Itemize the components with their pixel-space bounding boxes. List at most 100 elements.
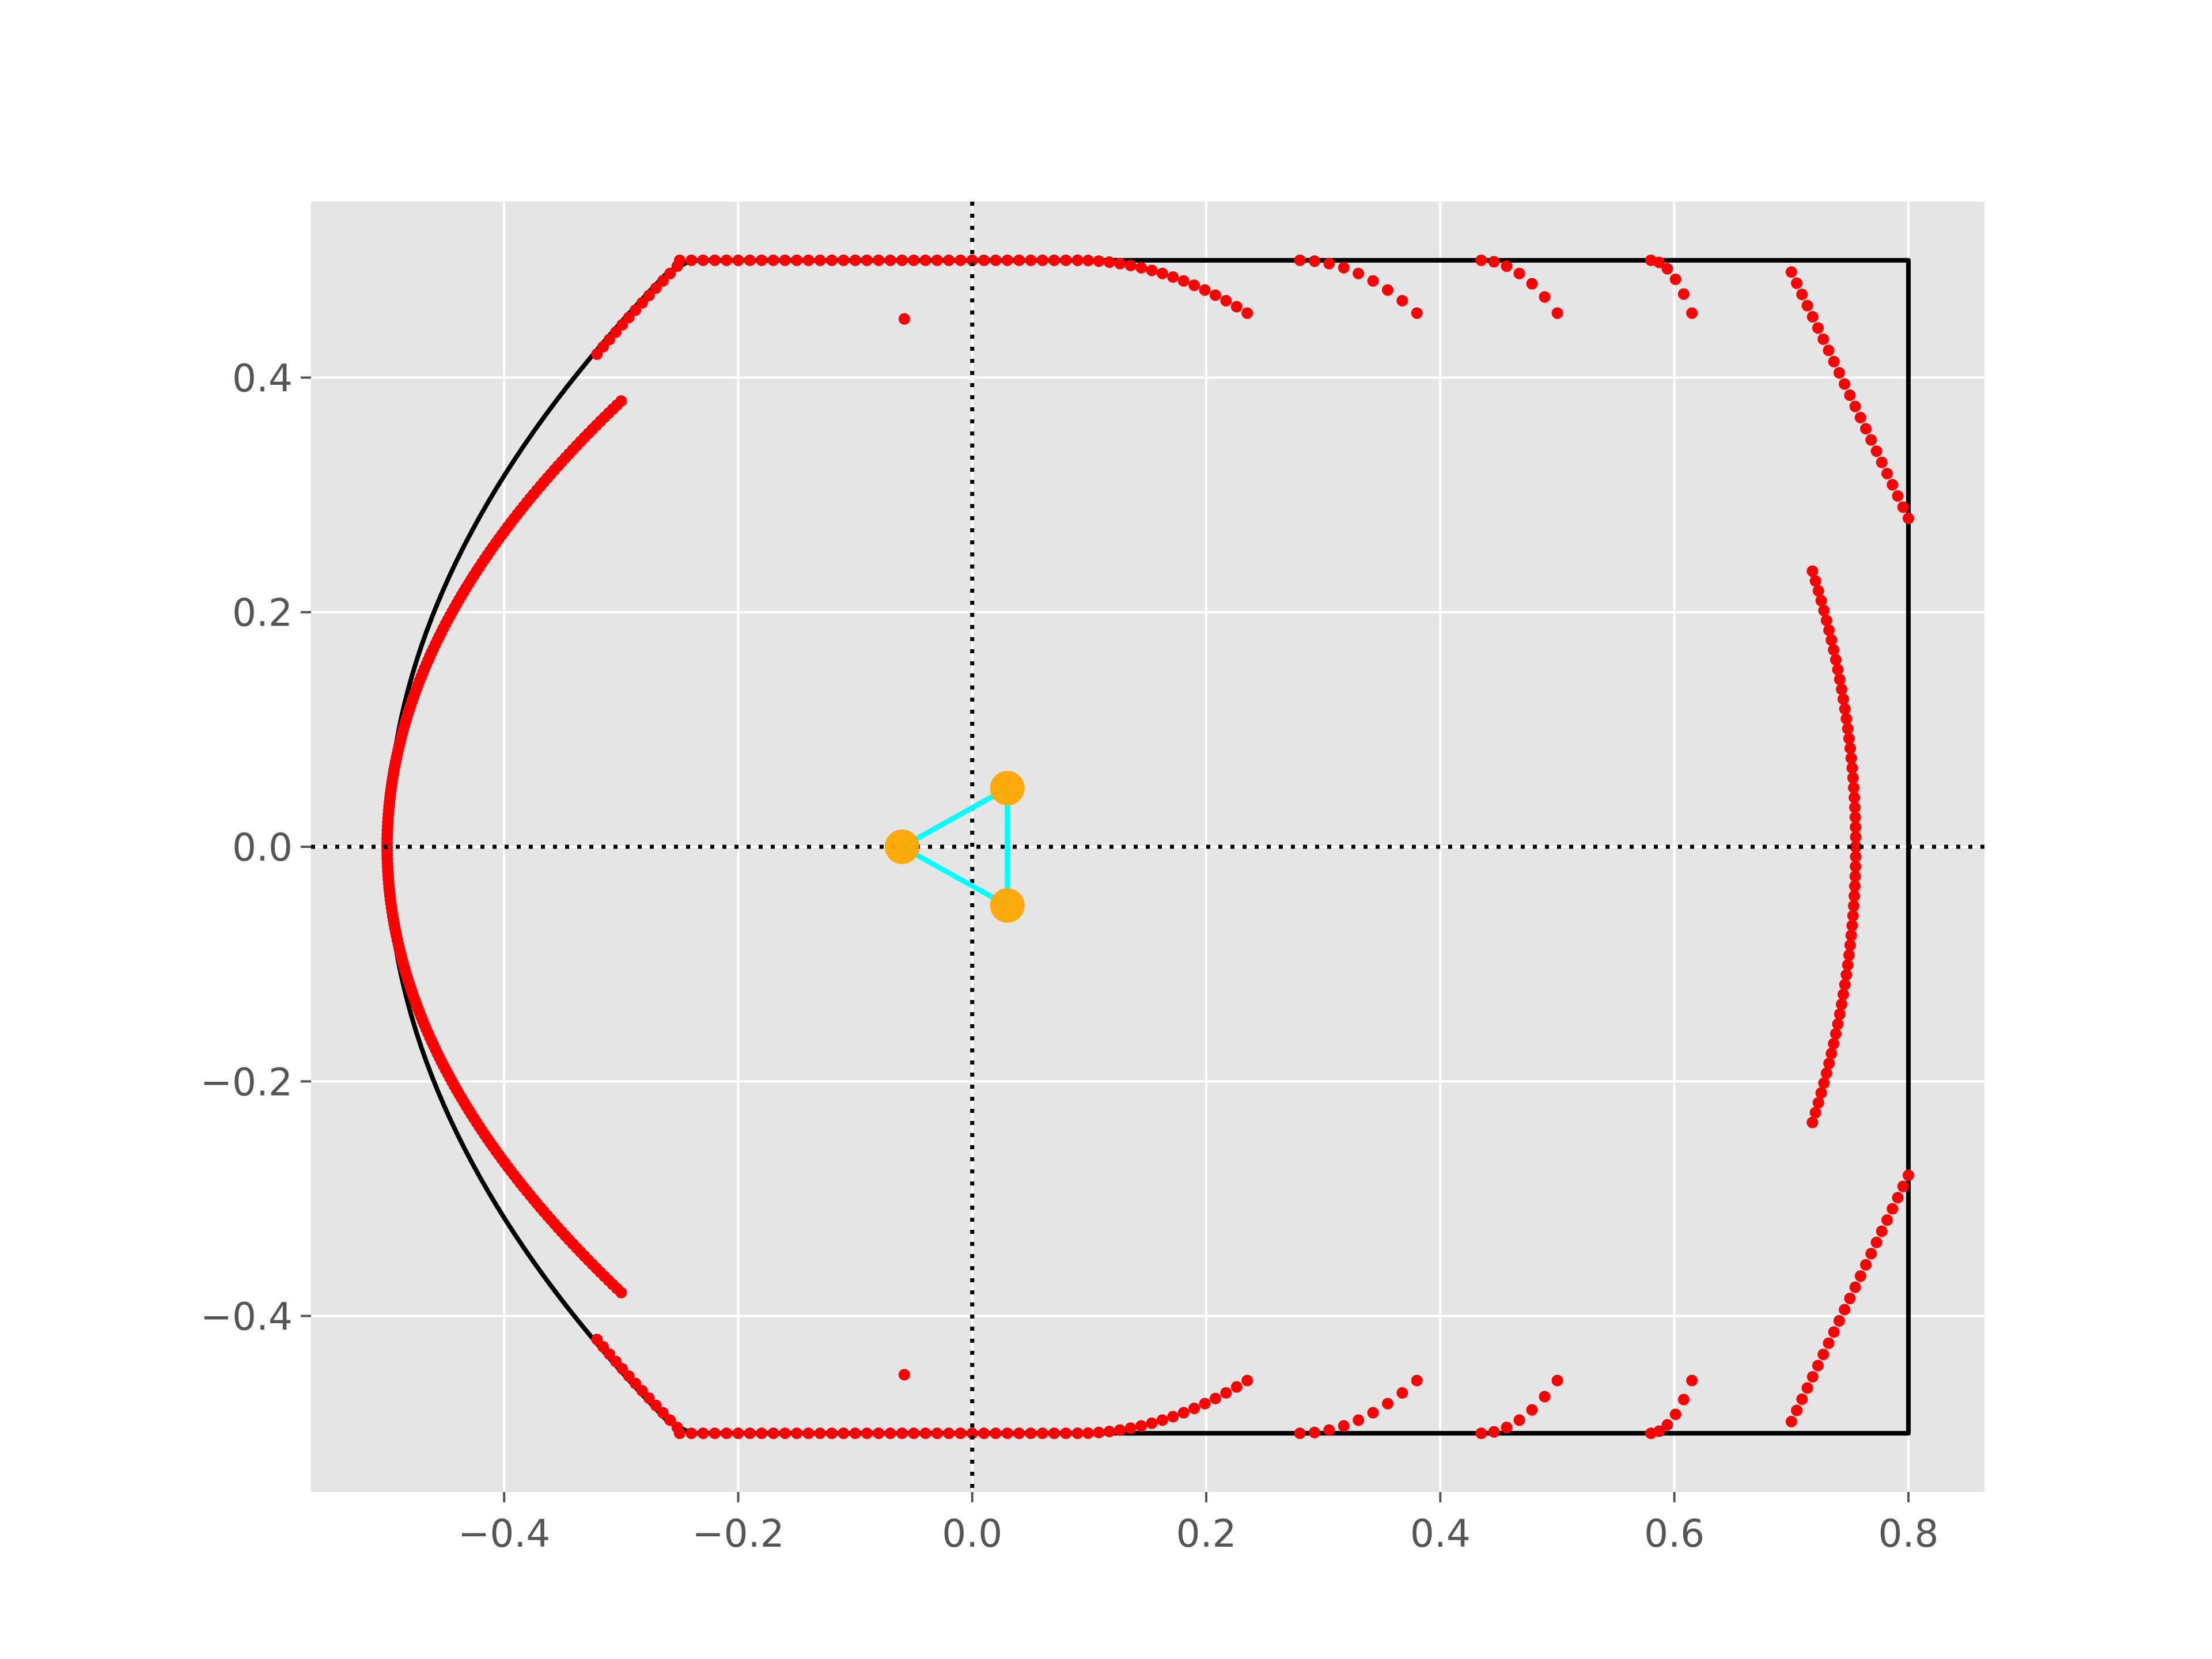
- data-point: [1823, 1337, 1835, 1349]
- data-point: [1653, 256, 1665, 268]
- data-point: [1501, 260, 1513, 272]
- data-point: [1241, 307, 1253, 319]
- data-point: [1411, 1374, 1423, 1387]
- data-point: [1661, 1419, 1673, 1431]
- data-point: [1849, 811, 1861, 823]
- triangle-vertex: [990, 771, 1025, 806]
- data-point: [767, 254, 779, 266]
- data-point: [1036, 1427, 1048, 1440]
- data-point: [1060, 1427, 1072, 1440]
- data-point: [1870, 445, 1883, 457]
- data-point: [896, 1427, 908, 1440]
- data-point: [1844, 389, 1856, 401]
- data-point: [978, 254, 990, 266]
- data-point: [1199, 1397, 1211, 1410]
- data-point: [1526, 1404, 1538, 1416]
- data-point: [849, 1427, 861, 1440]
- data-point: [1796, 289, 1808, 301]
- data-point: [1812, 1097, 1824, 1109]
- data-point: [1850, 861, 1862, 873]
- data-point: [1411, 307, 1423, 319]
- data-point: [814, 1427, 826, 1440]
- data-point: [1230, 301, 1243, 313]
- data-point: [643, 289, 655, 301]
- data-point: [1653, 1425, 1665, 1437]
- data-point: [1791, 277, 1803, 289]
- data-point: [650, 1399, 662, 1411]
- data-point: [1188, 1402, 1200, 1414]
- data-point: [1220, 1387, 1232, 1399]
- data-point: [1230, 1381, 1243, 1393]
- data-point: [1823, 624, 1835, 636]
- data-point: [664, 1414, 676, 1426]
- data-point: [931, 1427, 943, 1440]
- data-point: [1876, 1225, 1888, 1237]
- data-point: [1818, 1077, 1830, 1089]
- data-point: [1844, 1293, 1856, 1304]
- data-point: [1791, 1404, 1803, 1416]
- data-point: [1381, 1397, 1393, 1410]
- data-point: [943, 1427, 955, 1440]
- data-point: [1854, 411, 1866, 423]
- data-point: [861, 1427, 873, 1440]
- x-tick-label: 0.2: [1176, 1512, 1237, 1556]
- data-point: [1209, 1392, 1221, 1404]
- data-point: [1840, 713, 1853, 725]
- data-point: [1834, 673, 1846, 685]
- data-point: [1860, 423, 1872, 435]
- data-point: [791, 254, 803, 266]
- data-point: [1849, 400, 1861, 412]
- y-tick-label: −0.4: [200, 1295, 293, 1339]
- data-point: [1817, 1349, 1830, 1361]
- data-point: [1848, 900, 1860, 912]
- data-point: [1840, 969, 1853, 981]
- data-point: [1156, 267, 1168, 279]
- data-point: [966, 1427, 978, 1440]
- data-point: [1839, 1304, 1851, 1316]
- data-point: [1825, 1047, 1838, 1059]
- data-point: [931, 254, 943, 266]
- data-point: [1815, 1087, 1827, 1099]
- data-point: [697, 254, 709, 266]
- data-point: [664, 267, 676, 279]
- data-point: [1526, 278, 1538, 290]
- data-point: [826, 1427, 838, 1440]
- data-point: [1013, 254, 1025, 266]
- data-point: [630, 304, 642, 316]
- data-point: [1825, 634, 1838, 646]
- data-point: [1843, 733, 1855, 744]
- data-point: [1308, 1426, 1320, 1438]
- data-point: [1082, 1427, 1094, 1439]
- data-point: [1850, 851, 1862, 863]
- data-point: [873, 1427, 885, 1440]
- data-point: [1847, 772, 1859, 784]
- data-point: [1830, 1028, 1842, 1040]
- data-point: [1806, 1116, 1819, 1128]
- y-tick-label: −0.2: [200, 1060, 293, 1104]
- data-point: [1823, 344, 1835, 357]
- data-point: [1902, 512, 1914, 524]
- data-point: [732, 1427, 744, 1440]
- data-point: [721, 1427, 733, 1440]
- data-point: [1167, 1411, 1179, 1423]
- data-point: [1551, 307, 1563, 319]
- data-point: [1849, 791, 1861, 804]
- point-cloud: [381, 254, 1914, 1440]
- data-point: [1815, 594, 1827, 607]
- data-point: [1801, 1382, 1813, 1394]
- data-point: [1661, 263, 1673, 275]
- data-point: [1830, 654, 1842, 666]
- data-point: [657, 275, 669, 287]
- data-point: [1849, 801, 1861, 813]
- data-point: [1839, 979, 1851, 991]
- data-point: [636, 297, 648, 309]
- data-point: [1036, 254, 1048, 266]
- data-point: [1847, 910, 1859, 922]
- data-point: [908, 254, 920, 266]
- data-point: [1812, 322, 1824, 334]
- data-point: [1124, 1422, 1137, 1434]
- data-point: [990, 254, 1002, 266]
- data-point: [943, 254, 955, 266]
- data-point: [1849, 880, 1861, 892]
